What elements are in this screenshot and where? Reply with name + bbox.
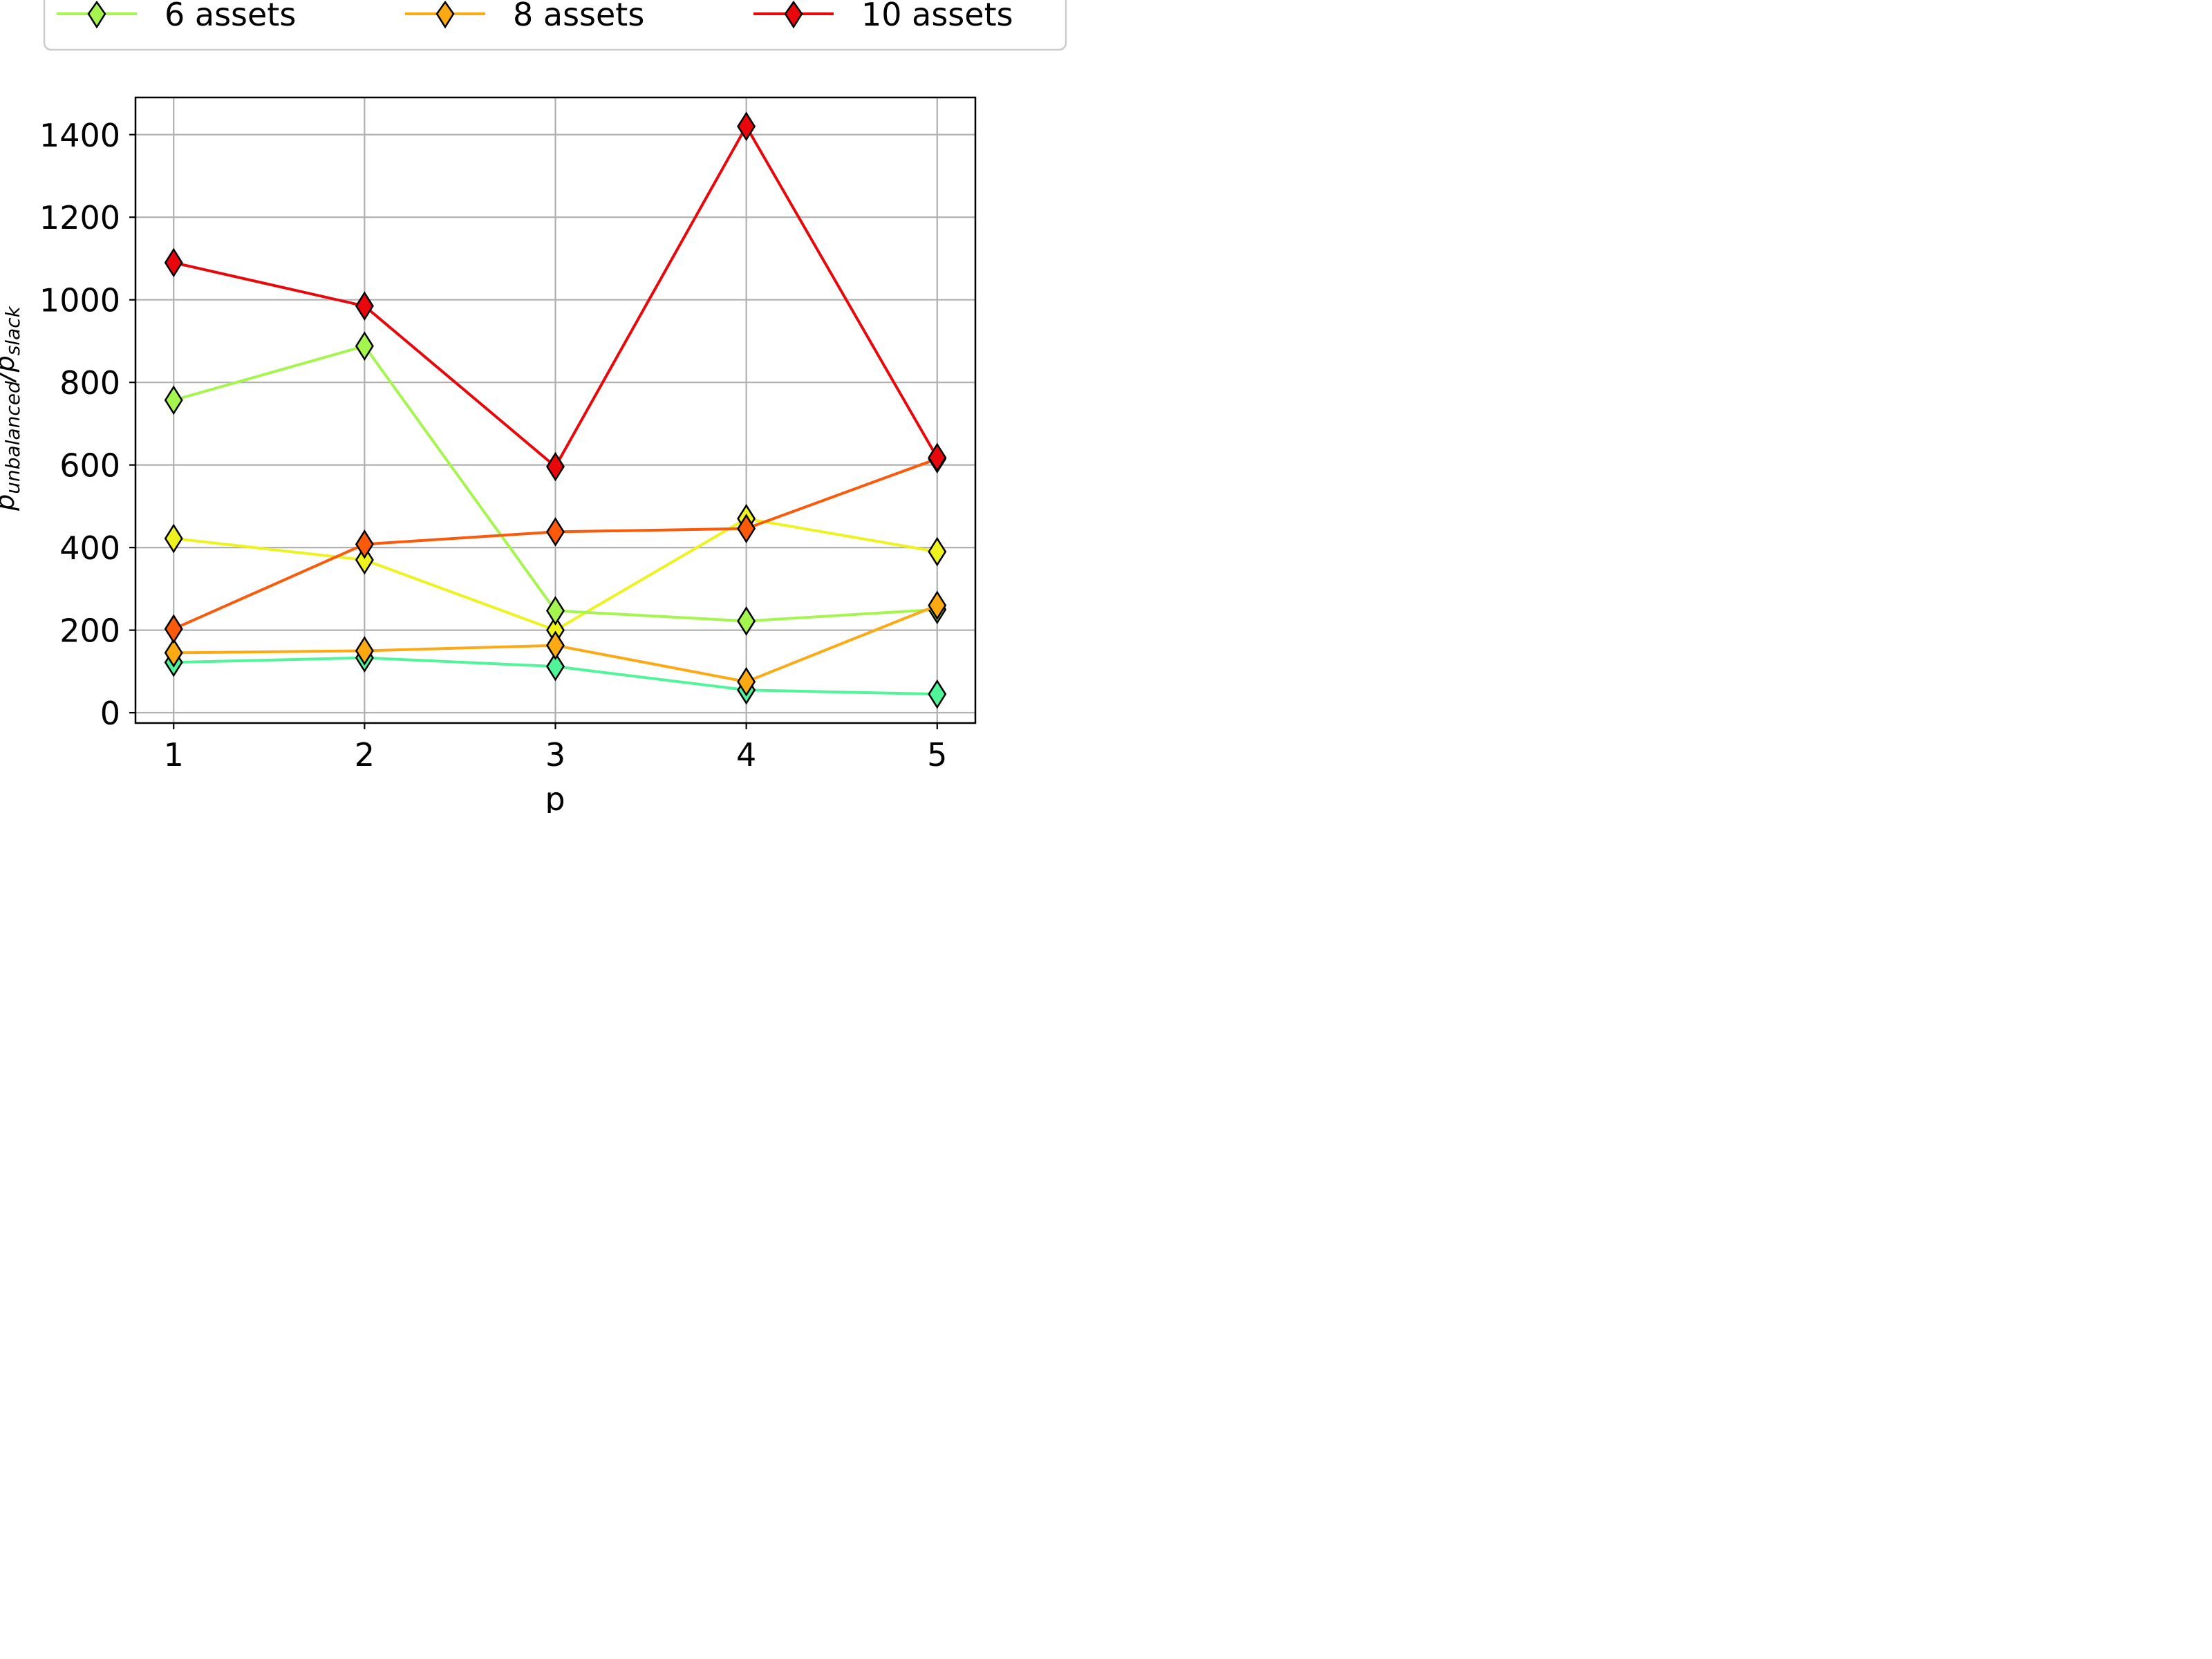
y-axis-label-main: p xyxy=(0,494,20,512)
data-point xyxy=(164,614,183,644)
data-point xyxy=(546,451,565,482)
legend-label-6-assets: 6 assets xyxy=(165,0,296,33)
data-point xyxy=(164,523,183,554)
y-tick-label: 1400 xyxy=(39,117,120,154)
data-point xyxy=(164,385,183,415)
data-point xyxy=(355,545,374,575)
data-point xyxy=(737,606,756,636)
data-point xyxy=(546,517,565,547)
ticks: 1 2 3 4 5 0 200 400 600 800 1000 1200 1400 xyxy=(39,117,947,774)
series-layer xyxy=(164,111,947,709)
legend-entry-6-assets: 6 assets xyxy=(57,0,296,33)
series-1 xyxy=(164,503,947,645)
data-point xyxy=(928,679,947,709)
chart: 6 assets 8 assets 10 assets 1 2 3 4 5 0 200 400… xyxy=(0,0,1067,813)
legend-marker-8-assets xyxy=(435,0,455,29)
y-tick-label: 600 xyxy=(59,447,120,485)
data-point xyxy=(546,630,565,661)
data-point xyxy=(355,636,374,666)
legend-frame xyxy=(43,0,1067,51)
x-tick-label: 2 xyxy=(355,736,375,774)
data-point xyxy=(737,666,756,697)
data-point xyxy=(355,291,374,321)
data-point xyxy=(928,536,947,567)
data-point xyxy=(164,638,183,668)
legend-marker-6-assets xyxy=(87,0,106,29)
legend-entry-8-assets: 8 assets xyxy=(405,0,644,33)
legend-entry-10-assets: 10 assets xyxy=(753,0,1013,33)
y-tick-label: 1000 xyxy=(39,282,120,319)
x-tick-label: 4 xyxy=(736,736,756,774)
x-tick-label: 3 xyxy=(545,736,565,774)
y-axis-label-sep-sub: slack xyxy=(1,305,24,355)
x-tick-label: 1 xyxy=(164,736,184,774)
data-point xyxy=(546,596,565,626)
data-point xyxy=(355,331,374,361)
x-axis-label: p xyxy=(545,780,565,813)
data-point xyxy=(928,590,947,621)
data-point xyxy=(546,651,565,682)
data-point xyxy=(164,247,183,278)
y-tick-label: 0 xyxy=(100,695,120,732)
y-axis-label-main-sub: unbalanced xyxy=(1,381,24,494)
data-point xyxy=(928,442,947,473)
y-tick-label: 800 xyxy=(59,364,120,402)
legend: 6 assets 8 assets 10 assets xyxy=(43,0,1067,51)
data-point xyxy=(737,111,756,142)
y-axis-label-sep: /p xyxy=(0,355,20,383)
y-tick-label: 200 xyxy=(59,612,120,650)
y-tick-label: 400 xyxy=(59,529,120,567)
series-3 xyxy=(164,590,947,697)
legend-label-10-assets: 10 assets xyxy=(861,0,1013,33)
legend-marker-10-assets xyxy=(784,0,803,29)
legend-label-8-assets: 8 assets xyxy=(513,0,644,33)
y-tick-label: 1200 xyxy=(39,199,120,236)
data-point xyxy=(737,514,756,543)
data-point xyxy=(355,529,374,559)
series-5 xyxy=(164,111,947,482)
x-tick-label: 5 xyxy=(927,736,947,774)
